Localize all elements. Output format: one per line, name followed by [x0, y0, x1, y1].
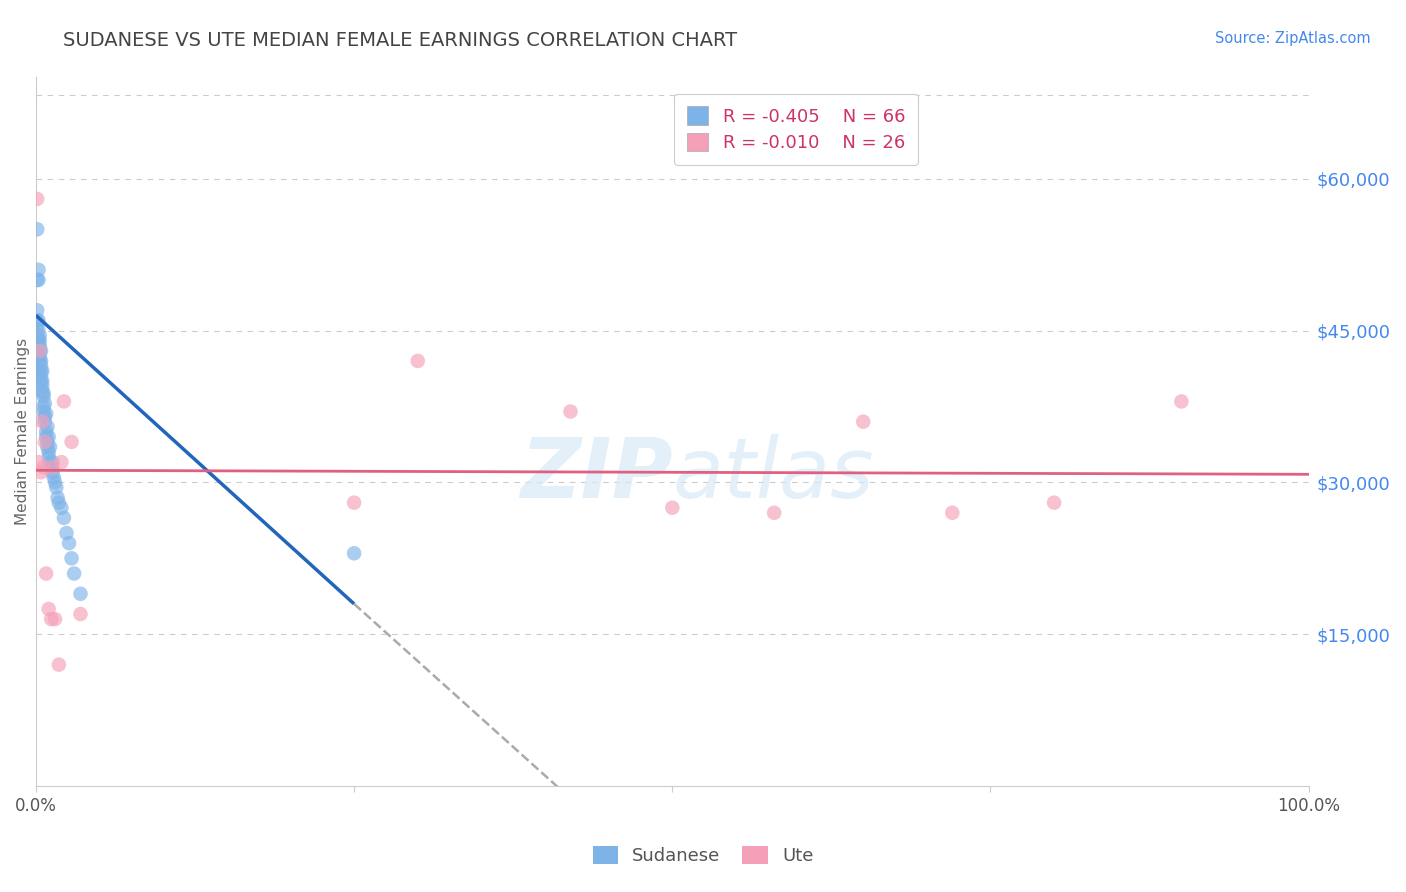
Point [32, 386, 55, 401]
Point [28, 334, 51, 348]
Point [48, 496, 70, 510]
Point [30, 374, 52, 388]
Point [28, 343, 51, 358]
Point [28, 328, 51, 343]
Point [31, 374, 53, 388]
Point [55, 526, 77, 541]
Point [25, 313, 48, 327]
Point [35, 566, 58, 581]
Point [32, 460, 55, 475]
Point [38, 602, 60, 616]
Point [46, 491, 69, 505]
Point [34, 396, 56, 410]
Point [27, 455, 49, 469]
Point [343, 546, 366, 560]
Point [39, 455, 62, 469]
Point [27, 273, 49, 287]
Point [30, 354, 52, 368]
Point [31, 384, 53, 399]
Point [25, 328, 48, 343]
Point [41, 465, 63, 479]
Point [27, 349, 49, 363]
Point [31, 379, 53, 393]
Point [51, 455, 73, 469]
Point [28, 349, 51, 363]
Point [44, 612, 66, 626]
Point [28, 354, 51, 368]
Point [30, 343, 52, 358]
Point [28, 339, 51, 353]
Point [34, 409, 56, 424]
Point [31, 364, 53, 378]
Point [69, 607, 91, 621]
Point [28, 343, 51, 358]
Point [35, 407, 58, 421]
Point [34, 434, 56, 449]
Point [38, 430, 60, 444]
Point [27, 364, 49, 378]
Point [30, 465, 52, 479]
Point [35, 430, 58, 444]
Point [60, 551, 83, 566]
Point [560, 404, 582, 418]
Point [35, 425, 58, 439]
Point [25, 335, 48, 350]
Point [37, 434, 59, 449]
Point [32, 404, 55, 418]
Point [39, 460, 62, 475]
Point [25, 318, 48, 333]
Point [406, 354, 429, 368]
Text: atlas: atlas [672, 434, 875, 515]
Point [63, 566, 86, 581]
Point [27, 334, 49, 348]
Point [25, 303, 48, 318]
Point [1170, 394, 1192, 409]
Point [41, 460, 63, 475]
Point [58, 536, 80, 550]
Point [25, 343, 48, 358]
Point [37, 419, 59, 434]
Point [31, 415, 53, 429]
Point [39, 440, 62, 454]
Point [52, 394, 75, 409]
Point [25, 334, 48, 348]
Point [941, 506, 963, 520]
Point [30, 364, 52, 378]
Y-axis label: Median Female Earnings: Median Female Earnings [15, 338, 31, 525]
Point [25, 222, 48, 236]
Point [51, 500, 73, 515]
Legend: R = -0.405    N = 66, R = -0.010    N = 26: R = -0.405 N = 66, R = -0.010 N = 26 [673, 94, 918, 165]
Legend: Sudanese, Ute: Sudanese, Ute [583, 838, 823, 874]
Point [343, 496, 366, 510]
Point [37, 440, 59, 454]
Point [27, 262, 49, 277]
Point [763, 506, 786, 520]
Point [852, 415, 875, 429]
Point [34, 415, 56, 429]
Text: SUDANESE VS UTE MEDIAN FEMALE EARNINGS CORRELATION CHART: SUDANESE VS UTE MEDIAN FEMALE EARNINGS C… [63, 31, 737, 50]
Point [42, 470, 65, 484]
Point [30, 369, 52, 384]
Point [38, 450, 60, 464]
Point [27, 313, 49, 327]
Point [27, 324, 49, 338]
Point [48, 657, 70, 672]
Point [32, 389, 55, 403]
Text: Source: ZipAtlas.com: Source: ZipAtlas.com [1215, 31, 1371, 46]
Point [41, 455, 63, 469]
Point [25, 273, 48, 287]
Point [661, 500, 683, 515]
Point [32, 400, 55, 414]
Text: ZIP: ZIP [520, 434, 672, 515]
Point [52, 511, 75, 525]
Point [45, 480, 67, 494]
Point [39, 612, 62, 626]
Point [44, 475, 66, 490]
Point [60, 434, 83, 449]
Point [25, 192, 48, 206]
Point [30, 359, 52, 373]
Point [1043, 496, 1066, 510]
Point [38, 445, 60, 459]
Point [69, 587, 91, 601]
